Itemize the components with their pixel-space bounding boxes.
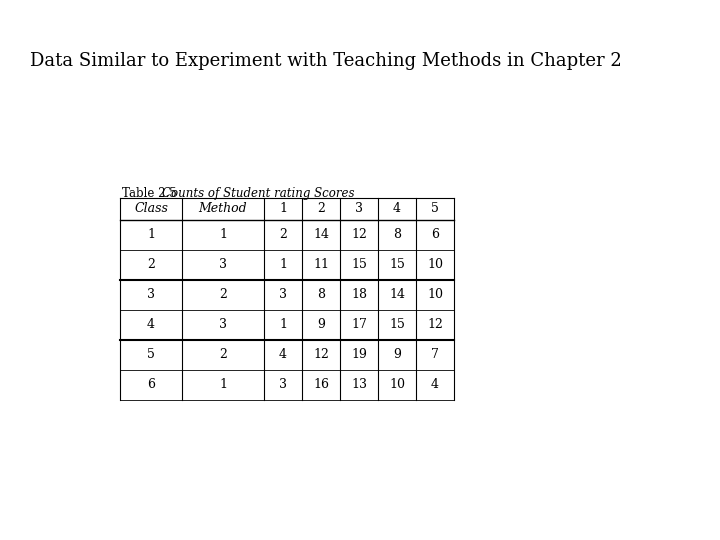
Text: 14: 14 <box>389 288 405 301</box>
Text: 11: 11 <box>313 259 329 272</box>
Text: 12: 12 <box>427 319 443 332</box>
Text: 2: 2 <box>219 288 227 301</box>
Text: 6: 6 <box>431 228 439 241</box>
Text: 10: 10 <box>427 288 443 301</box>
Text: 4: 4 <box>431 379 439 392</box>
Text: Counts of Student rating Scores: Counts of Student rating Scores <box>162 187 354 200</box>
Text: 8: 8 <box>317 288 325 301</box>
Text: 3: 3 <box>219 259 227 272</box>
Text: 6: 6 <box>147 379 155 392</box>
Text: 4: 4 <box>147 319 155 332</box>
Text: 3: 3 <box>279 288 287 301</box>
Text: 3: 3 <box>147 288 155 301</box>
Text: 7: 7 <box>431 348 439 361</box>
Text: 5: 5 <box>147 348 155 361</box>
Text: 4: 4 <box>279 348 287 361</box>
Text: 3: 3 <box>279 379 287 392</box>
Text: 17: 17 <box>351 319 367 332</box>
Text: 5: 5 <box>431 202 439 215</box>
Text: 15: 15 <box>389 259 405 272</box>
Text: Data Similar to Experiment with Teaching Methods in Chapter 2: Data Similar to Experiment with Teaching… <box>30 52 622 70</box>
Text: Method: Method <box>199 202 247 215</box>
Text: 19: 19 <box>351 348 367 361</box>
Text: 3: 3 <box>219 319 227 332</box>
Text: 18: 18 <box>351 288 367 301</box>
Text: 1: 1 <box>219 379 227 392</box>
Text: 1: 1 <box>147 228 155 241</box>
Text: 1: 1 <box>219 228 227 241</box>
Text: 4: 4 <box>393 202 401 215</box>
Text: 10: 10 <box>427 259 443 272</box>
Text: 9: 9 <box>393 348 401 361</box>
Text: 2: 2 <box>147 259 155 272</box>
Text: 9: 9 <box>317 319 325 332</box>
Text: 16: 16 <box>313 379 329 392</box>
Text: Table 2.5: Table 2.5 <box>122 187 184 200</box>
Text: 10: 10 <box>389 379 405 392</box>
Text: 2: 2 <box>219 348 227 361</box>
Text: 12: 12 <box>351 228 367 241</box>
Text: Class: Class <box>134 202 168 215</box>
Text: 2: 2 <box>317 202 325 215</box>
Text: 2: 2 <box>279 228 287 241</box>
Text: 1: 1 <box>279 319 287 332</box>
Text: 12: 12 <box>313 348 329 361</box>
Text: 8: 8 <box>393 228 401 241</box>
Text: 15: 15 <box>351 259 367 272</box>
Text: 13: 13 <box>351 379 367 392</box>
Text: 1: 1 <box>279 259 287 272</box>
Text: 3: 3 <box>355 202 363 215</box>
Text: 1: 1 <box>279 202 287 215</box>
Text: 14: 14 <box>313 228 329 241</box>
Text: 15: 15 <box>389 319 405 332</box>
